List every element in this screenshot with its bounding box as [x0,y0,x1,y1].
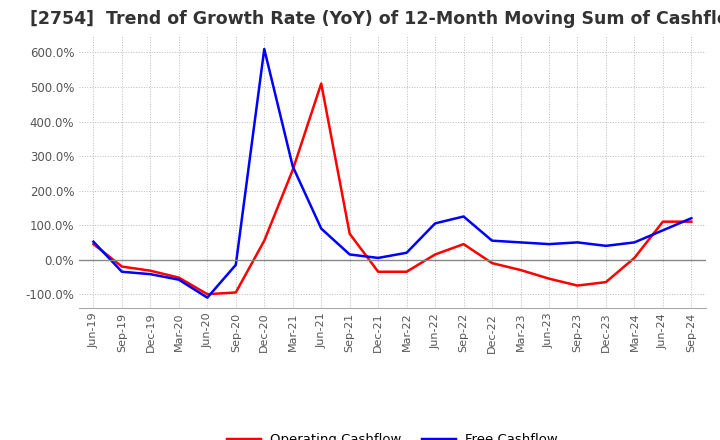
Free Cashflow [487,238,496,243]
Free Cashflow [545,242,554,247]
Operating Cashflow [573,283,582,288]
Operating Cashflow [545,276,554,281]
Operating Cashflow [117,264,126,269]
Operating Cashflow [317,81,325,86]
Free Cashflow [402,250,411,255]
Free Cashflow [630,240,639,245]
Free Cashflow [659,227,667,233]
Free Cashflow [602,243,611,249]
Operating Cashflow [346,231,354,236]
Line: Operating Cashflow: Operating Cashflow [94,84,691,294]
Free Cashflow [146,271,155,277]
Free Cashflow [289,164,297,169]
Operating Cashflow [374,269,382,275]
Free Cashflow [232,262,240,268]
Operating Cashflow [516,268,525,273]
Operating Cashflow [174,275,183,280]
Free Cashflow [117,269,126,275]
Operating Cashflow [232,290,240,295]
Operating Cashflow [89,242,98,247]
Operating Cashflow [602,279,611,285]
Free Cashflow [431,221,439,226]
Operating Cashflow [289,167,297,172]
Operating Cashflow [630,255,639,260]
Operating Cashflow [146,268,155,273]
Free Cashflow [459,214,468,219]
Title: [2754]  Trend of Growth Rate (YoY) of 12-Month Moving Sum of Cashflows: [2754] Trend of Growth Rate (YoY) of 12-… [30,10,720,28]
Operating Cashflow [687,219,696,224]
Free Cashflow [260,46,269,51]
Operating Cashflow [431,252,439,257]
Free Cashflow [317,226,325,231]
Free Cashflow [374,255,382,260]
Free Cashflow [89,239,98,244]
Operating Cashflow [659,219,667,224]
Operating Cashflow [260,238,269,243]
Operating Cashflow [203,292,212,297]
Operating Cashflow [487,260,496,266]
Free Cashflow [203,295,212,300]
Operating Cashflow [459,242,468,247]
Free Cashflow [346,252,354,257]
Legend: Operating Cashflow, Free Cashflow: Operating Cashflow, Free Cashflow [222,428,563,440]
Free Cashflow [174,277,183,282]
Line: Free Cashflow: Free Cashflow [94,49,691,297]
Free Cashflow [687,216,696,221]
Free Cashflow [573,240,582,245]
Free Cashflow [516,240,525,245]
Operating Cashflow [402,269,411,275]
